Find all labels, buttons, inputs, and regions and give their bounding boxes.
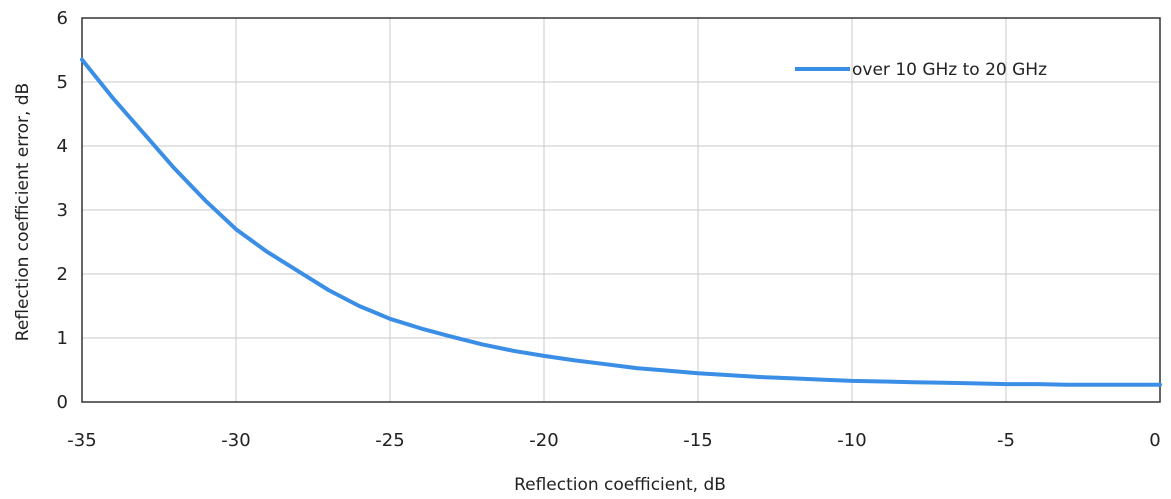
plot-frame <box>81 17 1161 403</box>
legend-label: over 10 GHz to 20 GHz <box>852 60 1047 80</box>
x-axis-label: Reflection coefficient, dB <box>514 475 726 495</box>
x-tick-label: -35 <box>67 430 96 451</box>
x-tick-labels: -35 -30 -25 -20 -15 -10 -5 0 <box>67 430 1160 451</box>
x-tick-label: -5 <box>997 430 1015 451</box>
y-tick-label: 3 <box>57 200 68 221</box>
x-tick-label: -25 <box>375 430 404 451</box>
y-tick-label: 0 <box>57 392 68 413</box>
y-tick-labels: 0 1 2 3 4 5 6 <box>57 8 68 413</box>
y-tick-label: 2 <box>57 264 68 285</box>
x-tick-label: -10 <box>837 430 866 451</box>
y-tick-label: 4 <box>57 136 68 157</box>
x-tick-label: 0 <box>1149 430 1160 451</box>
x-tick-label: -20 <box>529 430 558 451</box>
x-tick-label: -15 <box>683 430 712 451</box>
y-tick-label: 1 <box>57 328 68 349</box>
x-tick-label: -30 <box>221 430 250 451</box>
y-axis-label: Reflection coefficient error, dB <box>13 83 33 341</box>
y-tick-label: 6 <box>57 8 68 29</box>
y-tick-label: 5 <box>57 72 68 93</box>
grid <box>81 17 1161 403</box>
series-line <box>80 57 1162 387</box>
